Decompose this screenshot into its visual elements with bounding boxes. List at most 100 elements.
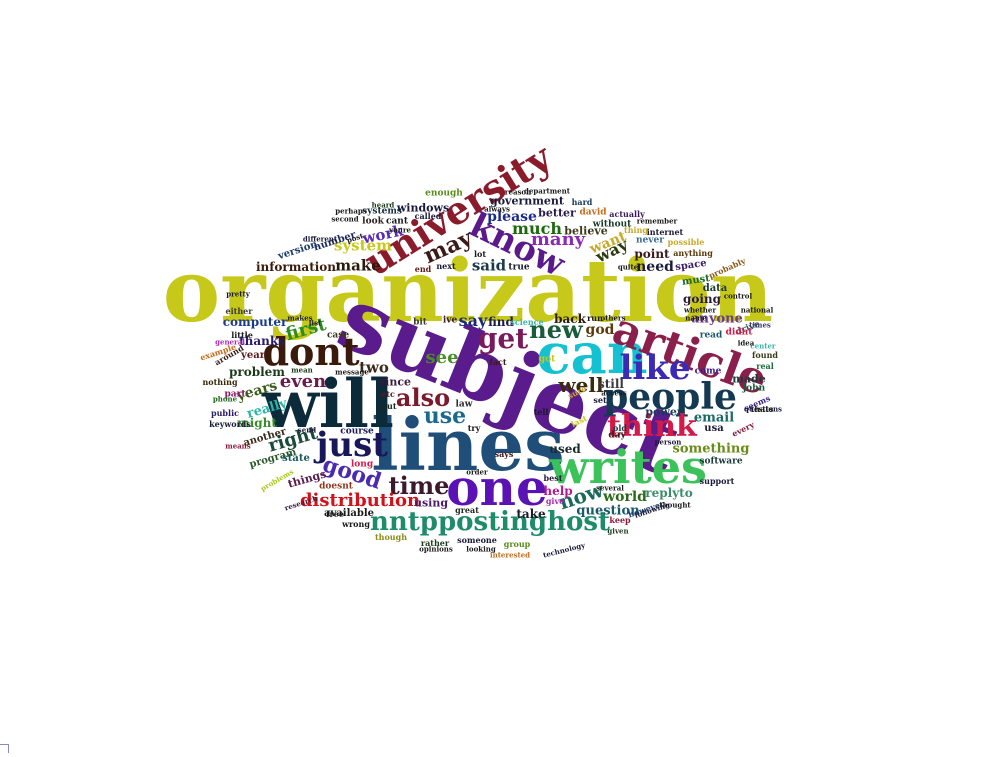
cloud-word-people: people <box>603 376 737 418</box>
cloud-word-etc: etc <box>381 389 395 399</box>
cloud-word-looking: looking <box>466 544 496 554</box>
cloud-word-anything: anything <box>673 248 713 258</box>
cloud-word-without: without <box>592 219 632 230</box>
cloud-word-time: time <box>388 471 450 500</box>
cloud-word-run: run <box>587 313 603 323</box>
cloud-word-message: message <box>335 367 369 377</box>
cloud-word-next: next <box>436 261 456 271</box>
cloud-word-national: national <box>740 305 774 315</box>
cloud-word-group: group <box>503 539 531 549</box>
cloud-word-since: since <box>378 375 412 389</box>
corner-mark <box>0 744 9 753</box>
cloud-word-david: david <box>579 207 607 218</box>
cloud-word-find: find <box>488 315 514 329</box>
cloud-word-possible: possible <box>667 237 705 247</box>
cloud-word-different: different <box>302 234 338 244</box>
cloud-word-lines: lines <box>371 402 565 487</box>
cloud-word-cant: cant <box>385 216 409 227</box>
cloud-word-keep: keep <box>609 515 631 525</box>
cloud-word-law: law <box>455 399 473 410</box>
cloud-word-every: every <box>730 419 756 439</box>
cloud-word-part: part <box>224 389 246 400</box>
cloud-word-public: public <box>211 408 239 418</box>
cloud-word-organization: organization <box>162 241 774 342</box>
cloud-word-writes: writes <box>549 440 707 494</box>
cloud-word-nothing: nothing <box>202 377 238 387</box>
cloud-word-reason: reason <box>504 187 532 197</box>
cloud-word-try: try <box>467 423 481 433</box>
cloud-word-though: though <box>374 532 408 542</box>
cloud-word-going: going <box>682 292 722 306</box>
cloud-word-enough: enough <box>425 188 463 199</box>
cloud-word-remember: remember <box>636 216 678 226</box>
cloud-word-technology: technology <box>542 540 586 560</box>
cloud-word-systems: systems <box>362 206 402 217</box>
cloud-word-best: best <box>543 473 563 483</box>
cloud-word-called: called <box>414 211 442 221</box>
cloud-word-state: state <box>282 453 310 464</box>
cloud-word-year: year <box>241 350 265 361</box>
cloud-word-windows: windows <box>396 201 450 215</box>
cloud-word-someone: someone <box>457 535 497 545</box>
cloud-word-even: even <box>279 371 327 392</box>
cloud-word-course: course <box>340 426 374 437</box>
cloud-word-data: data <box>702 283 728 294</box>
cloud-word-still: still <box>598 377 624 391</box>
cloud-word-perhaps: perhaps <box>335 206 367 216</box>
cloud-word-means: means <box>225 441 251 451</box>
cloud-word-order: order <box>466 467 488 477</box>
cloud-word-never: never <box>636 235 664 246</box>
cloud-word-thought: thought <box>659 500 691 510</box>
cloud-word-many: many <box>530 229 586 250</box>
cloud-word-several: several <box>596 483 624 493</box>
cloud-word-two: two <box>359 358 389 377</box>
cloud-word-didnt: didnt <box>725 327 753 338</box>
cloud-word-also: also <box>395 383 451 412</box>
cloud-word-make: make <box>335 256 381 275</box>
cloud-word-always: always <box>484 204 510 214</box>
cloud-word-control: control <box>723 291 753 301</box>
cloud-word-keywords: keywords <box>209 419 251 429</box>
cloud-word-give: give <box>545 496 565 506</box>
cloud-word-come: come <box>694 366 722 377</box>
cloud-word-system: system <box>334 236 392 255</box>
cloud-word-opinions: opinions <box>419 544 453 554</box>
cloud-word-questions: questions <box>744 404 782 414</box>
cloud-word-question: question <box>576 503 640 519</box>
cloud-word-thanks: thanks <box>239 334 285 348</box>
cloud-word-little: little <box>231 330 253 340</box>
cloud-word-new: new <box>529 315 583 344</box>
cloud-word-john: john <box>742 383 766 394</box>
cloud-word-god: god <box>585 322 615 338</box>
cloud-word-person: person <box>654 437 682 447</box>
cloud-word-general: general <box>215 337 245 347</box>
cloud-word-rather: rather <box>420 538 450 548</box>
cloud-word-see: see <box>425 347 459 368</box>
cloud-word-actually: actually <box>609 209 645 219</box>
cloud-word-pretty: pretty <box>226 289 250 299</box>
cloud-word-software: software <box>699 456 743 467</box>
cloud-word-fact: fact <box>489 357 507 367</box>
cloud-word-information: information <box>255 260 337 274</box>
cloud-word-list: list <box>308 318 322 328</box>
cloud-word-anyone: anyone <box>691 311 743 327</box>
cloud-word-thing: thing <box>624 225 648 235</box>
cloud-word-please: please <box>487 209 537 225</box>
cloud-word-email: email <box>693 410 735 426</box>
cloud-word-lot: lot <box>473 249 487 259</box>
cloud-word-might: might <box>237 416 277 430</box>
cloud-word-help: help <box>543 484 573 498</box>
cloud-word-using: using <box>413 496 449 510</box>
cloud-word-tell: tell <box>533 407 549 417</box>
cloud-word-others: others <box>600 313 626 323</box>
cloud-word-think: think <box>607 409 697 444</box>
cloud-word-free: free <box>326 509 344 519</box>
cloud-word-put: put <box>381 401 397 411</box>
cloud-word-can: can <box>536 321 648 387</box>
cloud-word-science: science <box>510 317 544 327</box>
cloud-word-department: department <box>524 186 570 196</box>
cloud-word-usa: usa <box>704 423 724 434</box>
cloud-word-something: something <box>672 441 750 457</box>
cloud-word-got: got <box>538 354 556 365</box>
